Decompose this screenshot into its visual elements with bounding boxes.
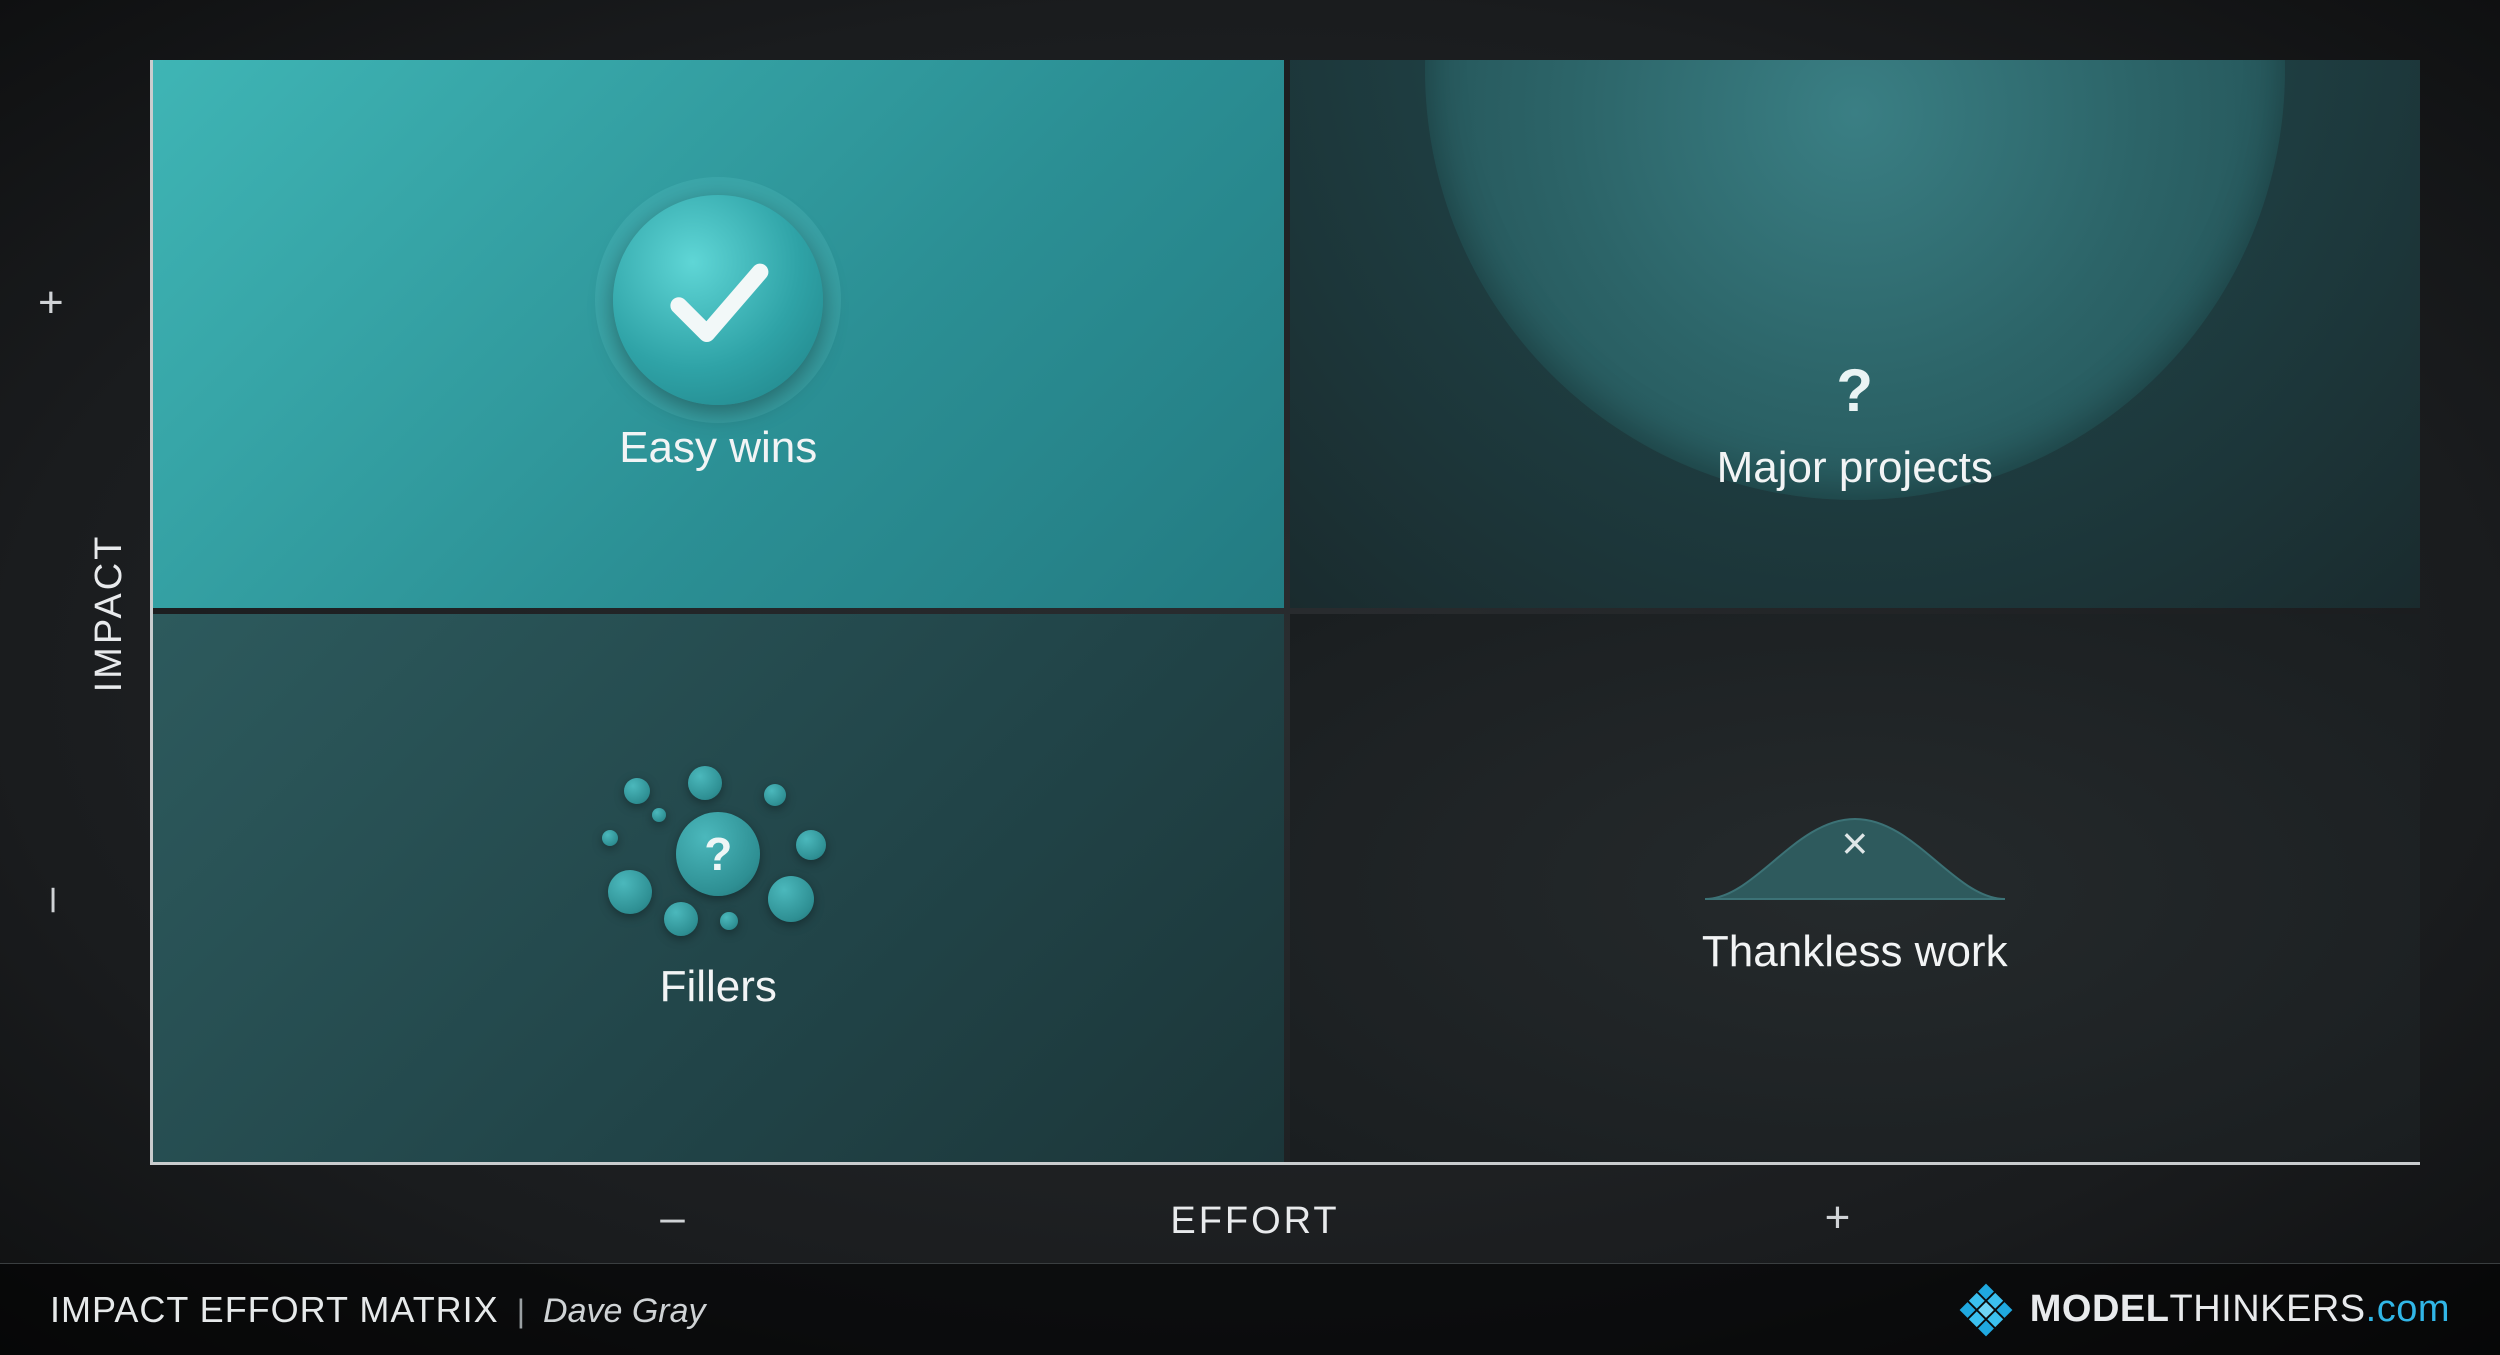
- x-axis-low-symbol: –: [660, 1193, 684, 1243]
- brand-logo-icon: [1958, 1282, 2014, 1338]
- y-axis-high-symbol: +: [38, 278, 64, 328]
- x-axis-high-symbol: +: [1825, 1193, 1851, 1243]
- hump-icon: ×: [1695, 799, 2015, 909]
- quadrant-label: Easy wins: [619, 423, 817, 473]
- brand-suffix: THINKERS: [2170, 1288, 2366, 1330]
- quadrant-easy-wins: Easy wins: [153, 60, 1284, 608]
- brand-tld: .com: [2366, 1288, 2450, 1330]
- diagram-frame: IMPACT + – EFFORT – + Easy wins: [0, 0, 2500, 1355]
- quadrant-thankless-work: × Thankless work: [1290, 614, 2421, 1162]
- y-axis-label: IMPACT: [88, 533, 131, 692]
- question-mark-icon: ?: [676, 812, 760, 896]
- footer-separator: |: [517, 1293, 525, 1330]
- quadrant-label: Thankless work: [1702, 927, 2008, 977]
- x-axis-label: EFFORT: [1170, 1200, 1339, 1243]
- footer-left: IMPACT EFFORT MATRIX | Dave Gray: [50, 1289, 706, 1331]
- bubble-cluster-icon: ?: [568, 764, 868, 944]
- quadrant-label: Fillers: [660, 962, 777, 1012]
- brand-text: MODELTHINKERS.com: [2030, 1288, 2450, 1331]
- check-circle-icon: [613, 195, 823, 405]
- brand-prefix: MODEL: [2030, 1288, 2170, 1330]
- y-axis-low-symbol: –: [25, 888, 75, 912]
- x-mark-icon: ×: [1841, 816, 1868, 870]
- matrix-canvas: IMPACT + – EFFORT – + Easy wins: [90, 60, 2420, 1165]
- quadrant-grid: Easy wins ? Major projects: [150, 60, 2420, 1165]
- quadrant-fillers: ? Fillers: [153, 614, 1284, 1162]
- quadrant-major-projects: ? Major projects: [1290, 60, 2421, 608]
- orb-icon: [1425, 60, 2285, 500]
- question-mark-icon: ?: [1836, 356, 1873, 425]
- quadrant-label: Major projects: [1717, 443, 1993, 493]
- footer-bar: IMPACT EFFORT MATRIX | Dave Gray: [0, 1263, 2500, 1355]
- footer-author: Dave Gray: [543, 1292, 706, 1331]
- footer-title: IMPACT EFFORT MATRIX: [50, 1289, 499, 1331]
- footer-brand: MODELTHINKERS.com: [1958, 1282, 2450, 1338]
